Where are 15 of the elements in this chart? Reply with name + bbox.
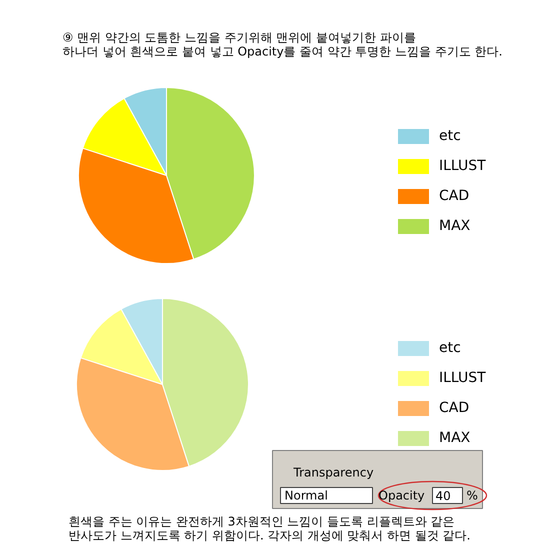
text: %: [466, 488, 478, 502]
text: Normal: [284, 488, 328, 502]
legend-label: MAX: [439, 429, 470, 448]
legend-label: MAX: [439, 217, 470, 236]
legend-label: ILLUST: [439, 157, 486, 176]
legend-label: ILLUST: [439, 369, 486, 388]
text: 40: [436, 489, 451, 503]
legend-label: etc: [439, 339, 461, 358]
legend-label: CAD: [439, 399, 470, 418]
text: Transparency: [292, 466, 374, 480]
legend-label: CAD: [439, 187, 470, 206]
text: ⑨ 맨위 약간의 도톰한 느낌을 주기위해 맨위에 붙여넣기한 파이를 하나더 넣어 흰색으로 붙여 넣고 Opacity를 줄여 약간 투명한 느낌을 주기도 한다.: [62, 30, 502, 58]
legend-label: etc: [439, 127, 461, 146]
text: Opacity: [378, 488, 425, 502]
text: 흰색을 주는 이유는 완전하게 3차원적인 느낌이 들도록 리플렉트와 같은 반사도가 느껴지도록 하기 위함이다. 각자의 개성에 맞춰서 하면 될것 같다.: [68, 514, 470, 542]
